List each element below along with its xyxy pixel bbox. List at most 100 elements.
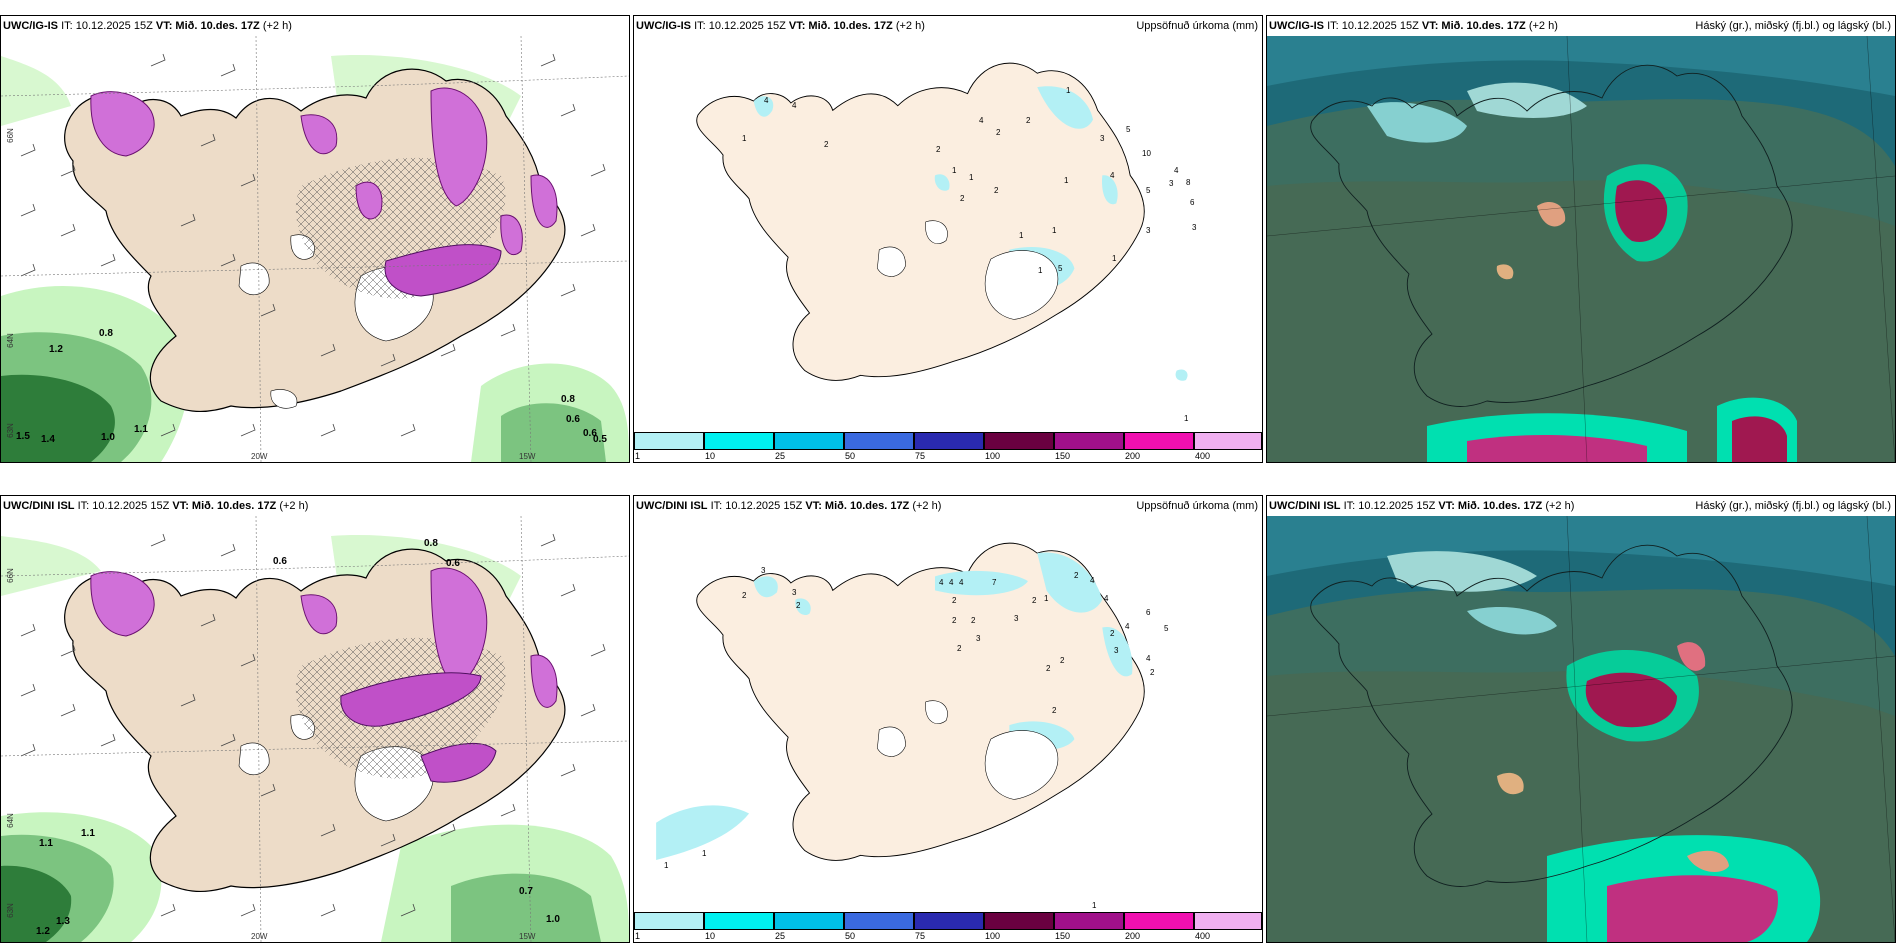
panel-cloud-dini: UWC/DINI ISL IT: 10.12.2025 15Z VT: Mið.… (1266, 495, 1896, 943)
accum-label: 2 (1060, 656, 1065, 665)
colorbar-label: 150 (1055, 931, 1071, 941)
accum-label: 2 (936, 145, 941, 154)
accum-label: 5 (1146, 186, 1151, 195)
cloud-map (1267, 516, 1895, 942)
colorbar-label: 400 (1195, 931, 1211, 941)
accum-label: 4 (1110, 171, 1115, 180)
accum-label: 1 (1066, 86, 1071, 95)
accum-label: 2 (952, 596, 957, 605)
accum-label: 7 (992, 578, 997, 587)
lat-label-63n: 63N (5, 903, 15, 918)
panel-title: UWC/DINI ISL IT: 10.12.2025 15Z VT: Mið.… (636, 500, 942, 512)
accum-label: 10 (1142, 149, 1151, 158)
colorbar-label: 150 (1055, 451, 1071, 461)
lon-label-15w: 15W (519, 452, 536, 461)
lat-label-66n: 66N (5, 128, 15, 143)
accum-label: 4 (939, 578, 944, 587)
panel-title: UWC/IG-IS IT: 10.12.2025 15Z VT: Mið. 10… (636, 20, 925, 32)
colorbar-label: 1 (635, 931, 641, 941)
panel-title: UWC/IG-IS IT: 10.12.2025 15Z VT: Mið. 10… (1269, 20, 1558, 32)
accum-label: 1 (664, 861, 669, 870)
accum-label: 3 (761, 566, 766, 575)
colorbar-label: 200 (1125, 451, 1141, 461)
precip-value: 1.0 (101, 432, 115, 443)
colorbar-label: 100 (985, 931, 1001, 941)
accum-labels-layer: 4 4 1 2 2 1 1 2 2 4 2 2 1 1 3 4 5 10 3 4… (634, 36, 1262, 432)
panel-right-title: Uppsöfnuð úrkoma (mm) (1136, 500, 1258, 512)
colorbar-label: 200 (1125, 931, 1141, 941)
lat-label-64n: 64N (5, 333, 15, 348)
accum-label: 2 (742, 591, 747, 600)
colorbar-label: 10 (705, 931, 716, 941)
accum-label: 4 (1104, 594, 1109, 603)
accum-label: 2 (1052, 706, 1057, 715)
accum-labels-layer: 3 2 3 2 4 4 4 7 2 2 2 2 1 2 3 3 2 4 4 6 … (634, 516, 1262, 912)
colorbar-label: 10 (705, 451, 716, 461)
accum-label: 4 (1174, 166, 1179, 175)
accum-precip-map (656, 36, 1240, 405)
lon-label-15w: 15W (519, 932, 536, 941)
accum-label: 2 (824, 140, 829, 149)
colorbar-swatch-1 (704, 432, 774, 450)
colorbar-swatch-5 (984, 432, 1054, 450)
accum-label: 2 (996, 128, 1001, 137)
precip-value: 0.7 (519, 886, 533, 897)
accum-label: 5 (1058, 264, 1063, 273)
colorbar-swatch-1 (704, 912, 774, 930)
accum-label: 1 (1092, 901, 1097, 910)
colorbar-label: 50 (845, 451, 856, 461)
accum-label: 1 (742, 134, 747, 143)
accum-label: 2 (796, 601, 801, 610)
accum-label: 1 (1044, 594, 1049, 603)
panel-title: UWC/IG-IS IT: 10.12.2025 15Z VT: Mið. 10… (3, 20, 292, 32)
precip-value: 0.8 (99, 328, 113, 339)
panel-right-title: Háský (gr.), miðský (fj.bl.) og lágský (… (1695, 20, 1891, 32)
panel-accum-igis: UWC/IG-IS IT: 10.12.2025 15Z VT: Mið. 10… (633, 15, 1263, 463)
accum-label: 4 (792, 101, 797, 110)
colorbar-swatch-3 (844, 432, 914, 450)
colorbar-swatch-8 (1194, 912, 1262, 930)
precip-value: 1.2 (36, 926, 50, 937)
colorbar-label: 75 (915, 931, 926, 941)
colorbar-swatch-5 (984, 912, 1054, 930)
lat-label-63n: 63N (5, 423, 15, 438)
accum-label: 2 (994, 186, 999, 195)
accum-label: 1 (1052, 226, 1057, 235)
accum-label: 2 (1110, 629, 1115, 638)
accum-label: 2 (960, 194, 965, 203)
accum-label: 4 (1146, 654, 1151, 663)
colorbar-label: 100 (985, 451, 1001, 461)
accum-label: 3 (1100, 134, 1105, 143)
precip-value: 1.5 (16, 431, 30, 442)
colorbar-swatch-0 (634, 912, 704, 930)
accum-precip-map (656, 516, 1240, 885)
lat-label-64n: 64N (5, 813, 15, 828)
precip-value: 1.1 (39, 838, 53, 849)
precip-value: 0.8 (424, 538, 438, 549)
panel-right-title: Háský (gr.), miðský (fj.bl.) og lágský (… (1695, 500, 1891, 512)
accum-label: 4 (1125, 622, 1130, 631)
precip-value: 1.1 (81, 828, 95, 839)
accum-label: 2 (1046, 664, 1051, 673)
accum-label: 6 (1190, 198, 1195, 207)
colorbar-label: 75 (915, 451, 926, 461)
precip-value: 1.0 (546, 914, 560, 925)
colorbar-label: 1 (635, 451, 641, 461)
colorbar-swatch-4 (914, 912, 984, 930)
precip-value: 0.5 (593, 434, 607, 445)
colorbar-swatch-6 (1054, 912, 1124, 930)
precip-value: 0.6 (446, 558, 460, 569)
accum-label: 2 (1026, 116, 1031, 125)
panel-right-title: Uppsöfnuð úrkoma (mm) (1136, 20, 1258, 32)
accum-label: 2 (1074, 571, 1079, 580)
precip-value: 0.8 (561, 394, 575, 405)
accum-label: 3 (976, 634, 981, 643)
cloud-map (1267, 36, 1895, 462)
panel-title: UWC/DINI ISL IT: 10.12.2025 15Z VT: Mið.… (3, 500, 309, 512)
colorbar-swatch-8 (1194, 432, 1262, 450)
accum-label: 3 (1192, 223, 1197, 232)
accum-label: 3 (1169, 179, 1174, 188)
precip-value: 1.3 (56, 916, 70, 927)
panel-title: UWC/DINI ISL IT: 10.12.2025 15Z VT: Mið.… (1269, 500, 1575, 512)
wind-precip-map (1, 36, 629, 462)
